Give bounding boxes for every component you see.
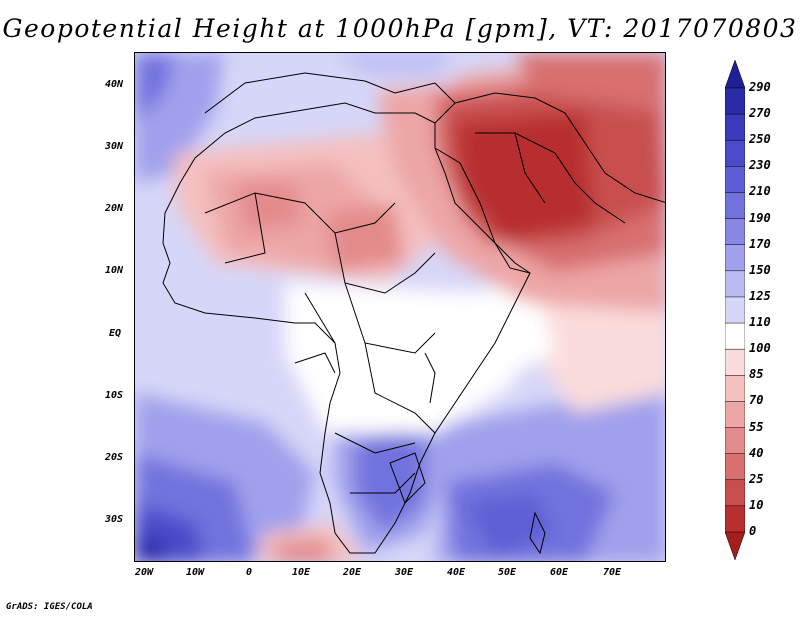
lat-label: 10N [105, 265, 124, 276]
lon-label: 0 [246, 567, 253, 578]
lat-label: EQ [109, 328, 122, 339]
lon-label: 10E [292, 567, 311, 578]
colorbar-segment [725, 113, 745, 141]
map-panel [134, 52, 666, 562]
field-shading [135, 53, 665, 561]
lon-label: 20W [135, 567, 154, 578]
colorbar-label: 55 [749, 419, 764, 434]
lat-label: 30S [105, 514, 124, 525]
colorbar-label: 290 [749, 80, 771, 94]
colorbar-label: 250 [749, 132, 771, 147]
colorbar-segment [725, 139, 745, 167]
credit-text: GrADS: IGES/COLA [6, 602, 93, 612]
colorbar-label: 150 [749, 262, 771, 277]
colorbar-segment [725, 375, 745, 402]
colorbar-segment [725, 427, 745, 455]
colorbar-segment [725, 505, 745, 533]
colorbar-segment [725, 453, 745, 481]
colorbar-label: 10 [749, 497, 764, 512]
colorbar-label: 85 [749, 367, 764, 382]
colorbar-label: 190 [749, 210, 771, 225]
coastlines [162, 72, 665, 555]
lon-label: 30E [395, 567, 414, 578]
colorbar-segment [725, 479, 745, 507]
lat-label: 40N [105, 79, 124, 90]
lat-label: 10S [105, 390, 124, 401]
geopotential-field-map [135, 53, 665, 561]
colorbar [725, 60, 745, 560]
lat-label: 20S [105, 452, 124, 463]
lon-label: 50E [498, 567, 517, 578]
colorbar-segment [725, 87, 745, 115]
colorbar-top-arrow [725, 60, 745, 89]
colorbar-label: 170 [749, 236, 771, 251]
colorbar-segment [725, 270, 745, 298]
colorbar-segment [725, 192, 745, 220]
colorbar-segment [725, 296, 745, 324]
colorbar-segment [725, 166, 745, 194]
colorbar-bottom-arrow [725, 531, 745, 560]
colorbar-label: 125 [749, 288, 771, 303]
lon-label: 40E [447, 567, 466, 578]
colorbar-label: 40 [749, 445, 764, 460]
colorbar-label: 25 [749, 471, 764, 486]
colorbar-segment [725, 218, 745, 246]
colorbar-label: 270 [749, 106, 771, 121]
map-title: Geopotential Height at 1000hPa [gpm], VT… [2, 14, 798, 43]
colorbar-label: 230 [749, 158, 771, 173]
lon-label: 20E [343, 567, 362, 578]
colorbar-segment [725, 401, 745, 429]
lat-label: 20N [105, 203, 124, 214]
lon-label: 70E [603, 567, 622, 578]
colorbar-label: 100 [749, 341, 771, 356]
colorbar-label: 70 [749, 393, 764, 408]
colorbar-segment [725, 322, 745, 350]
lat-label: 30N [105, 141, 124, 152]
colorbar-label: 210 [749, 184, 771, 199]
colorbar-segment [725, 348, 745, 376]
colorbar-segment [725, 244, 745, 272]
lon-label: 10W [186, 567, 205, 578]
colorbar-label: 110 [749, 315, 771, 330]
lon-label: 60E [550, 567, 569, 578]
colorbar-label: 0 [749, 524, 757, 538]
